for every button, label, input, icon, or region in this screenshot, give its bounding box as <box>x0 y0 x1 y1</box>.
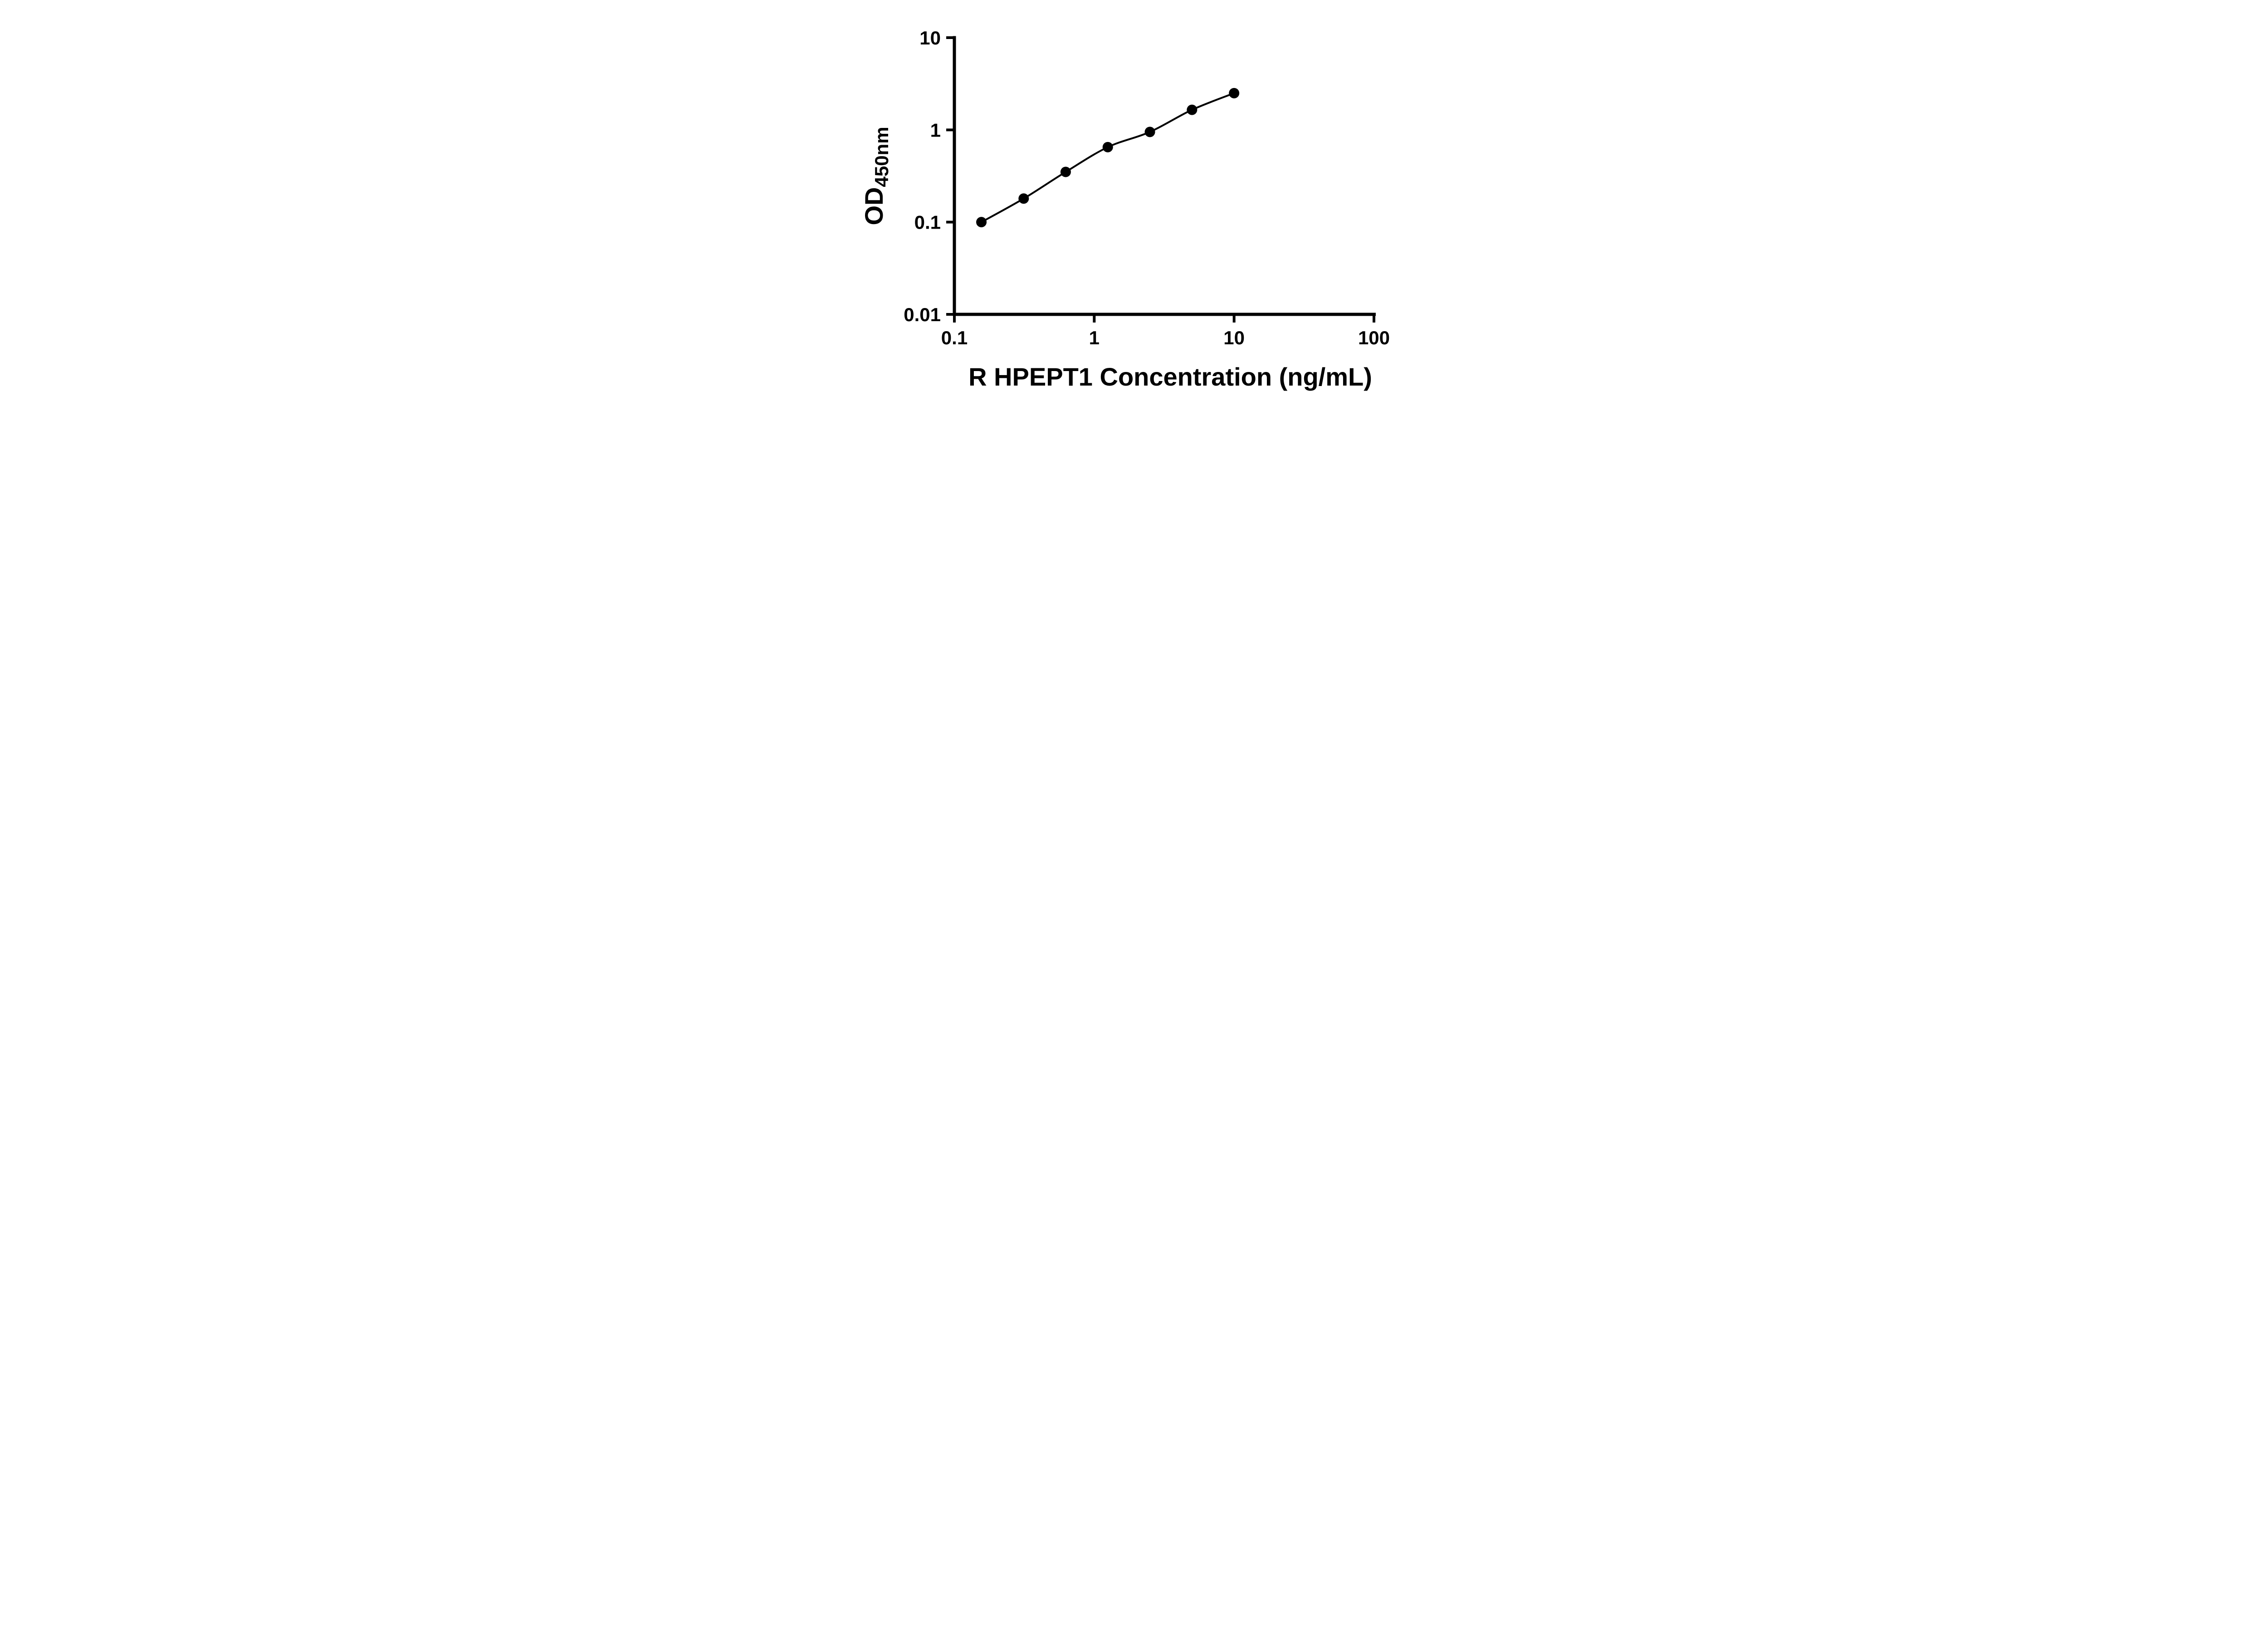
data-point <box>1060 166 1071 177</box>
y-tick-label: 0.01 <box>904 304 941 325</box>
x-tick-label: 1 <box>1089 327 1099 348</box>
y-tick-label: 1 <box>930 119 940 141</box>
y-tick-label: 10 <box>919 27 941 49</box>
data-point <box>976 217 987 228</box>
y-axis-label: OD450nm <box>860 127 892 225</box>
elisa-standard-curve-figure: 0.01 0.1 1 10 0.1 1 10 100 OD450nm R HPEPT1 Con… <box>842 0 1426 408</box>
y-axis-label-main: OD <box>860 187 888 225</box>
data-point <box>1144 127 1155 137</box>
data-point <box>1018 193 1029 204</box>
data-point <box>1228 88 1239 98</box>
x-tick-label: 10 <box>1223 327 1245 348</box>
axes <box>953 36 1376 316</box>
data-point <box>1186 104 1197 115</box>
x-axis-label: R HPEPT1 Concentration (ng/mL) <box>968 362 1372 391</box>
x-tick-label: 100 <box>1358 327 1389 348</box>
y-axis-label-subscript: 450nm <box>871 127 892 187</box>
x-tick-label: 0.1 <box>941 327 967 348</box>
y-tick-label: 0.1 <box>914 212 940 233</box>
data-point <box>1102 142 1113 152</box>
